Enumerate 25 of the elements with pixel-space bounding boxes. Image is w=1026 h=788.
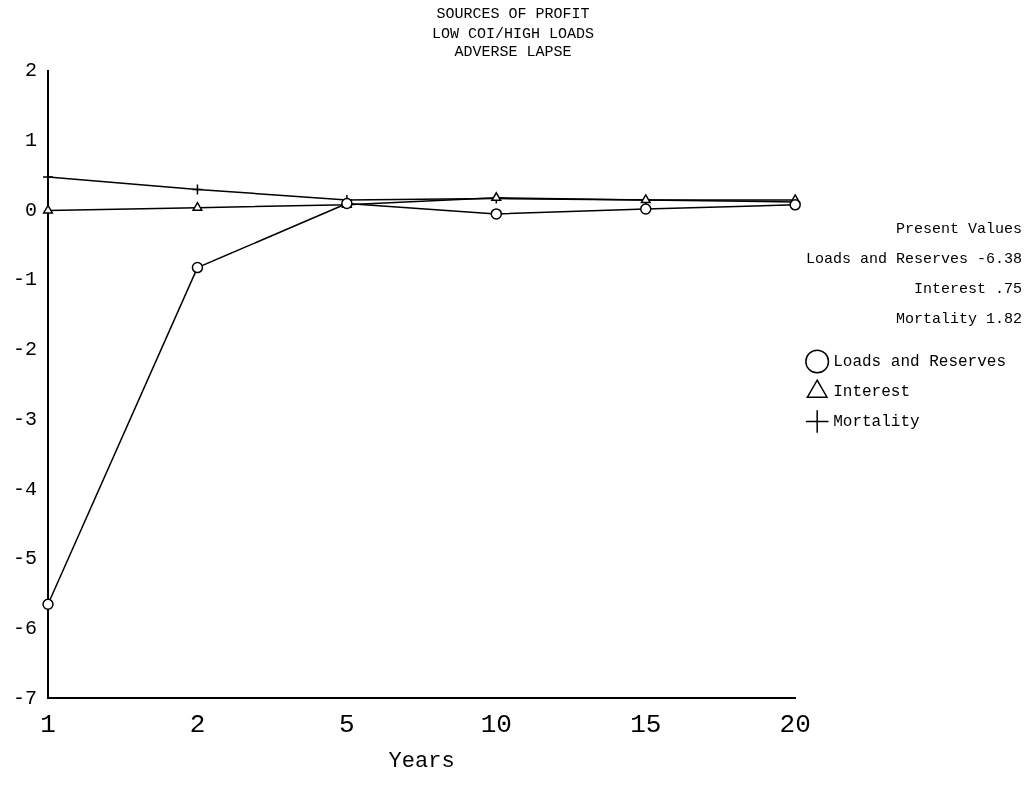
x-tick-label: 10 <box>480 709 512 740</box>
y-tick-label: 1 <box>24 129 37 153</box>
text: Loads and Reserves -6.38 <box>805 251 1022 268</box>
x-tick-label: 20 <box>779 709 811 740</box>
chart-title: SOURCES OF PROFIT <box>436 5 590 23</box>
x-axis-title: Years <box>388 748 455 774</box>
y-tick-label: -3 <box>12 407 37 431</box>
legend-label: Loads and Reserves <box>833 352 1006 371</box>
chart-subtitle: LOW COI/HIGH LOADS ADVERSE LAPSE <box>431 25 595 61</box>
legend-label: Interest <box>833 382 910 401</box>
y-tick-label: -6 <box>12 616 37 640</box>
y-tick-label: -4 <box>12 477 37 501</box>
text: Interest .75 <box>913 281 1022 298</box>
legend-label: Mortality <box>833 412 920 431</box>
y-tick-label: -1 <box>12 268 37 292</box>
x-tick-label: 15 <box>630 709 662 740</box>
text: Mortality 1.82 <box>895 311 1022 328</box>
y-tick-label: -7 <box>12 686 37 710</box>
y-tick-label: 2 <box>24 59 37 83</box>
y-tick-label: -2 <box>12 338 37 362</box>
x-tick-label: 5 <box>339 709 355 740</box>
text: Present Values <box>895 221 1022 238</box>
x-tick-label: 2 <box>189 709 206 740</box>
y-tick-label: -5 <box>12 547 37 571</box>
y-tick-label: 0 <box>24 198 37 222</box>
